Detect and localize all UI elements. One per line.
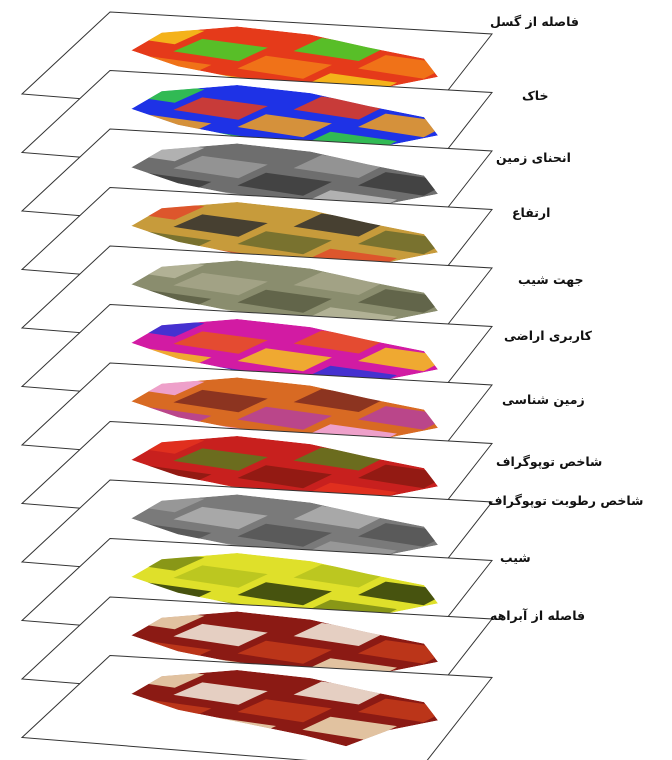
layer-label-11: فاصله از آبراهه (490, 608, 586, 623)
layer-label-6: کاربری اراضی (504, 328, 592, 343)
layer-label-9: شاخص رطوبت توپوگراف (488, 493, 644, 508)
planes-group (20, 11, 493, 760)
layer-label-3: انحنای زمین (496, 150, 571, 165)
layer-label-1: فاصله از گسل (490, 14, 579, 29)
layer-label-5: جهت شیب (518, 272, 584, 287)
layer-label-2: خاک (522, 88, 549, 103)
layer-12 (20, 654, 493, 760)
layer-label-4: ارتفاع (512, 205, 551, 220)
layer-label-7: زمین شناسی (502, 392, 585, 407)
layer-label-8: شاخص توپوگراف (496, 454, 603, 469)
layer-label-10: شیب (500, 550, 531, 565)
